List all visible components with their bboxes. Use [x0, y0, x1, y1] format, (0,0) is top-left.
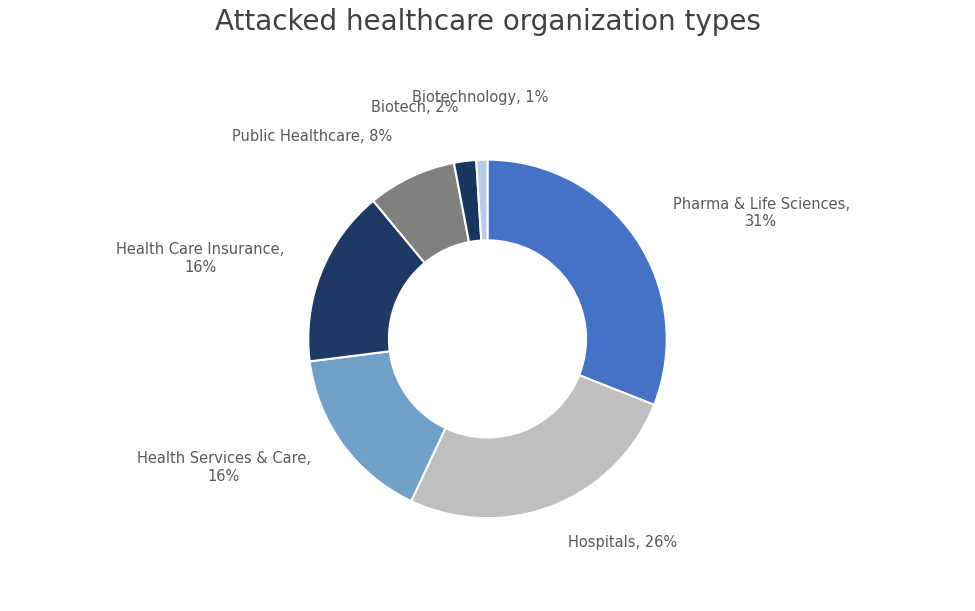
Wedge shape	[488, 159, 667, 405]
Wedge shape	[411, 375, 654, 518]
Wedge shape	[476, 159, 488, 241]
Text: Hospitals, 26%: Hospitals, 26%	[568, 535, 677, 550]
Text: Biotech, 2%: Biotech, 2%	[370, 100, 458, 115]
Text: Public Healthcare, 8%: Public Healthcare, 8%	[232, 129, 392, 144]
Text: Health Care Insurance,
16%: Health Care Insurance, 16%	[116, 242, 284, 274]
Wedge shape	[310, 351, 446, 501]
Text: Biotechnology, 1%: Biotechnology, 1%	[411, 90, 548, 104]
Title: Attacked healthcare organization types: Attacked healthcare organization types	[214, 7, 760, 35]
Wedge shape	[454, 160, 482, 242]
Wedge shape	[373, 163, 469, 263]
Wedge shape	[308, 201, 425, 361]
Text: Pharma & Life Sciences,
31%: Pharma & Life Sciences, 31%	[673, 197, 850, 229]
Text: Health Services & Care,
16%: Health Services & Care, 16%	[136, 452, 311, 484]
